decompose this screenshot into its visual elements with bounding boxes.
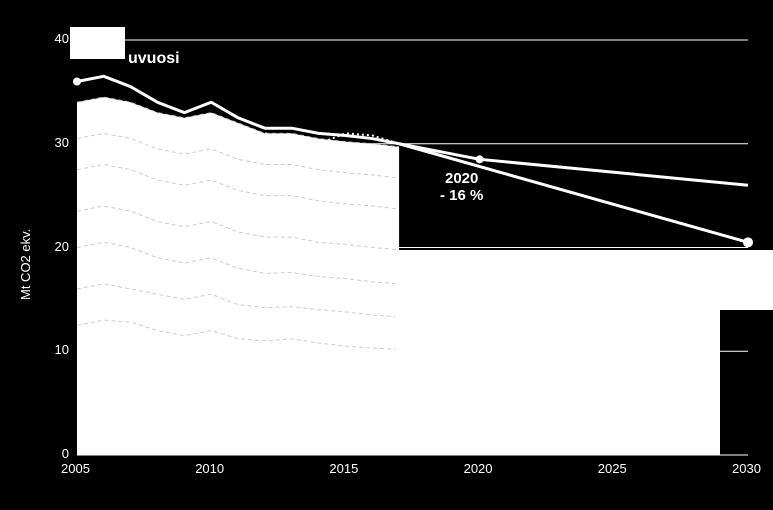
chart-container: Mt CO2 ekv. 0102030402005201020152020202… bbox=[0, 0, 773, 505]
white-overlay bbox=[720, 250, 773, 310]
y-tick-label: 20 bbox=[55, 239, 69, 254]
y-tick-label: 10 bbox=[55, 342, 69, 357]
2020-label: 2020- 16 % bbox=[440, 170, 483, 204]
legend-box bbox=[70, 27, 125, 59]
x-tick-label: 2015 bbox=[329, 461, 358, 476]
x-tick-label: 2020 bbox=[464, 461, 493, 476]
vuosi-label: uvuosi bbox=[128, 50, 180, 68]
x-tick-label: 2005 bbox=[61, 461, 90, 476]
x-tick-label: 2025 bbox=[598, 461, 627, 476]
x-tick-label: 2030 bbox=[732, 461, 761, 476]
white-overlay bbox=[395, 250, 720, 455]
y-axis-title: Mt CO2 ekv. bbox=[18, 229, 33, 300]
y-tick-label: 40 bbox=[55, 31, 69, 46]
x-tick-label: 2010 bbox=[195, 461, 224, 476]
y-tick-label: 30 bbox=[55, 135, 69, 150]
y-tick-label: 0 bbox=[62, 446, 69, 461]
